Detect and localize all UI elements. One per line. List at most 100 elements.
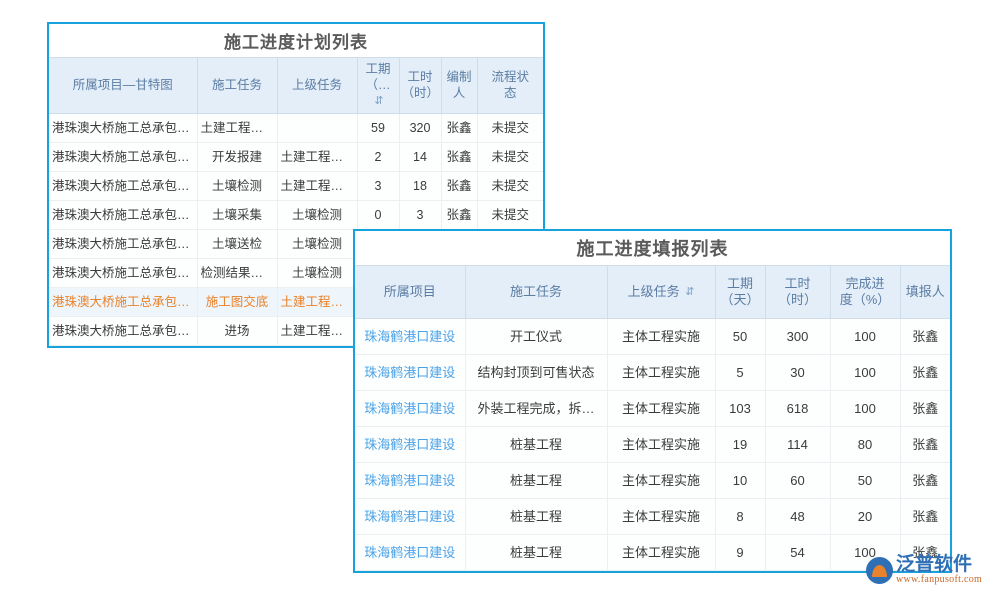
duration-cell: 8 [715,498,766,535]
table-row[interactable]: 珠海鹤港口建设 外装工程完成，拆… 主体工程实施 103 618 100 张鑫 [355,390,950,427]
parent-task-cell: 主体工程实施 [607,426,716,463]
flow-status-cell[interactable]: 未提交 [477,171,543,201]
col-header-duration[interactable]: 工期 （… ⇵ [357,57,400,114]
progress-cell: 80 [830,426,901,463]
col-header-task[interactable]: 施工任务 [197,57,278,114]
task-cell: 土建工程施工 [197,113,278,143]
col-header-parent-task[interactable]: 上级任务 [277,57,358,114]
col-header-task[interactable]: 施工任务 [465,265,608,319]
table-row[interactable]: 港珠澳大桥施工总承包项目 开发报建 土建工程施工 2 14 张鑫 未提交 [49,142,543,172]
task-cell: 桩基工程 [465,498,608,535]
col-label: 工时 （时） [401,69,440,100]
duration-cell: 10 [715,462,766,499]
progress-cell: 50 [830,462,901,499]
workhours-cell: 300 [765,318,831,355]
parent-task-cell: 土壤检测 [277,200,358,230]
flow-status-cell[interactable]: 未提交 [477,142,543,172]
project-cell[interactable]: 珠海鹤港口建设 [355,498,466,535]
project-cell[interactable]: 珠海鹤港口建设 [355,354,466,391]
table-row[interactable]: 珠海鹤港口建设 结构封顶到可售状态 主体工程实施 5 30 100 张鑫 [355,354,950,391]
project-cell[interactable]: 港珠澳大桥施工总承包项目 [49,316,198,346]
reporter-cell: 张鑫 [900,426,950,463]
task-cell: 开工仪式 [465,318,608,355]
task-cell: 桩基工程 [465,426,608,463]
project-cell[interactable]: 港珠澳大桥施工总承包项目 [49,142,198,172]
report-list-title: 施工进度填报列表 [355,231,950,265]
reporter-cell: 张鑫 [900,318,950,355]
col-header-workhours[interactable]: 工时 （时） [399,57,442,114]
col-label: 工期 （天） [720,275,760,307]
table-row[interactable]: 珠海鹤港口建设 桩基工程 主体工程实施 9 54 100 张鑫 [355,534,950,571]
project-cell[interactable]: 珠海鹤港口建设 [355,462,466,499]
project-cell[interactable]: 港珠澳大桥施工总承包项目 [49,258,198,288]
col-header-workhours[interactable]: 工时 （时） [765,265,831,319]
report-list-body: 珠海鹤港口建设 开工仪式 主体工程实施 50 300 100 张鑫 珠海鹤港口建设 结构封顶到可… [355,318,950,571]
col-header-project[interactable]: 所属项目—甘特图 [49,57,198,114]
parent-task-cell: 土建工程施工 [277,287,358,317]
plan-list-title: 施工进度计划列表 [49,24,543,57]
workhours-cell: 114 [765,426,831,463]
col-header-progress[interactable]: 完成进 度（%） [830,265,901,319]
parent-task-cell: 主体工程实施 [607,390,716,427]
project-cell[interactable]: 珠海鹤港口建设 [355,534,466,571]
progress-cell: 100 [830,318,901,355]
col-header-parent-task[interactable]: 上级任务 ⇵ [607,265,716,319]
project-cell[interactable]: 港珠澳大桥施工总承包项目 [49,200,198,230]
table-row[interactable]: 珠海鹤港口建设 开工仪式 主体工程实施 50 300 100 张鑫 [355,318,950,355]
col-header-project[interactable]: 所属项目 [355,265,466,319]
col-label: 完成进 度（%） [839,275,891,307]
reporter-cell: 张鑫 [900,390,950,427]
task-cell: 桩基工程 [465,462,608,499]
table-row[interactable]: 珠海鹤港口建设 桩基工程 主体工程实施 19 114 80 张鑫 [355,426,950,463]
workhours-cell: 14 [399,142,442,172]
project-cell[interactable]: 珠海鹤港口建设 [355,318,466,355]
col-label: 填报人 [905,283,945,299]
parent-task-cell: 主体工程实施 [607,318,716,355]
watermark-url: www.fanpusoft.com [896,574,983,585]
sort-icon[interactable]: ⇵ [374,94,384,107]
parent-task-cell: 土建工程施工 [277,142,358,172]
flow-status-cell[interactable]: 未提交 [477,200,543,230]
parent-task-cell: 土壤检测 [277,229,358,259]
task-cell: 土壤采集 [197,200,278,230]
col-header-reporter[interactable]: 填报人 [900,265,950,319]
table-row[interactable]: 港珠澳大桥施工总承包项目 土壤检测 土建工程施工 3 18 张鑫 未提交 [49,171,543,201]
parent-task-cell: 土壤检测 [277,258,358,288]
project-cell[interactable]: 港珠澳大桥施工总承包项目 [49,113,198,143]
workhours-cell: 30 [765,354,831,391]
col-label: 所属项目—甘特图 [72,77,173,92]
author-cell: 张鑫 [441,171,478,201]
reporter-cell: 张鑫 [900,462,950,499]
project-cell[interactable]: 港珠澳大桥施工总承包项目 [49,287,198,317]
duration-cell: 3 [357,171,400,201]
table-row[interactable]: 港珠澳大桥施工总承包项目 土建工程施工 59 320 张鑫 未提交 [49,113,543,143]
sort-icon[interactable]: ⇵ [685,285,695,298]
project-cell[interactable]: 珠海鹤港口建设 [355,390,466,427]
table-row[interactable]: 港珠澳大桥施工总承包项目 土壤采集 土壤检测 0 3 张鑫 未提交 [49,200,543,230]
workhours-cell: 18 [399,171,442,201]
project-cell[interactable]: 珠海鹤港口建设 [355,426,466,463]
parent-task-cell: 主体工程实施 [607,462,716,499]
col-label: 上级任务 [291,77,342,92]
table-row[interactable]: 珠海鹤港口建设 桩基工程 主体工程实施 8 48 20 张鑫 [355,498,950,535]
col-label: 上级任务 [627,283,680,299]
col-label: 施工任务 [211,77,262,92]
duration-cell: 0 [357,200,400,230]
col-header-author[interactable]: 编制人 [441,57,478,114]
duration-cell: 50 [715,318,766,355]
col-label: 施工任务 [509,283,562,299]
project-cell[interactable]: 港珠澳大桥施工总承包项目 [49,171,198,201]
workhours-cell: 618 [765,390,831,427]
workhours-cell: 3 [399,200,442,230]
col-label: 工期 （… [365,62,391,92]
author-cell: 张鑫 [441,200,478,230]
parent-task-cell: 土建工程施工 [277,171,358,201]
project-cell[interactable]: 港珠澳大桥施工总承包项目 [49,229,198,259]
col-label: 编制人 [446,69,472,100]
table-row[interactable]: 珠海鹤港口建设 桩基工程 主体工程实施 10 60 50 张鑫 [355,462,950,499]
task-cell: 桩基工程 [465,534,608,571]
col-header-flow-status[interactable]: 流程状态 [477,57,543,114]
flow-status-cell[interactable]: 未提交 [477,113,543,143]
col-header-duration[interactable]: 工期 （天） [715,265,766,319]
